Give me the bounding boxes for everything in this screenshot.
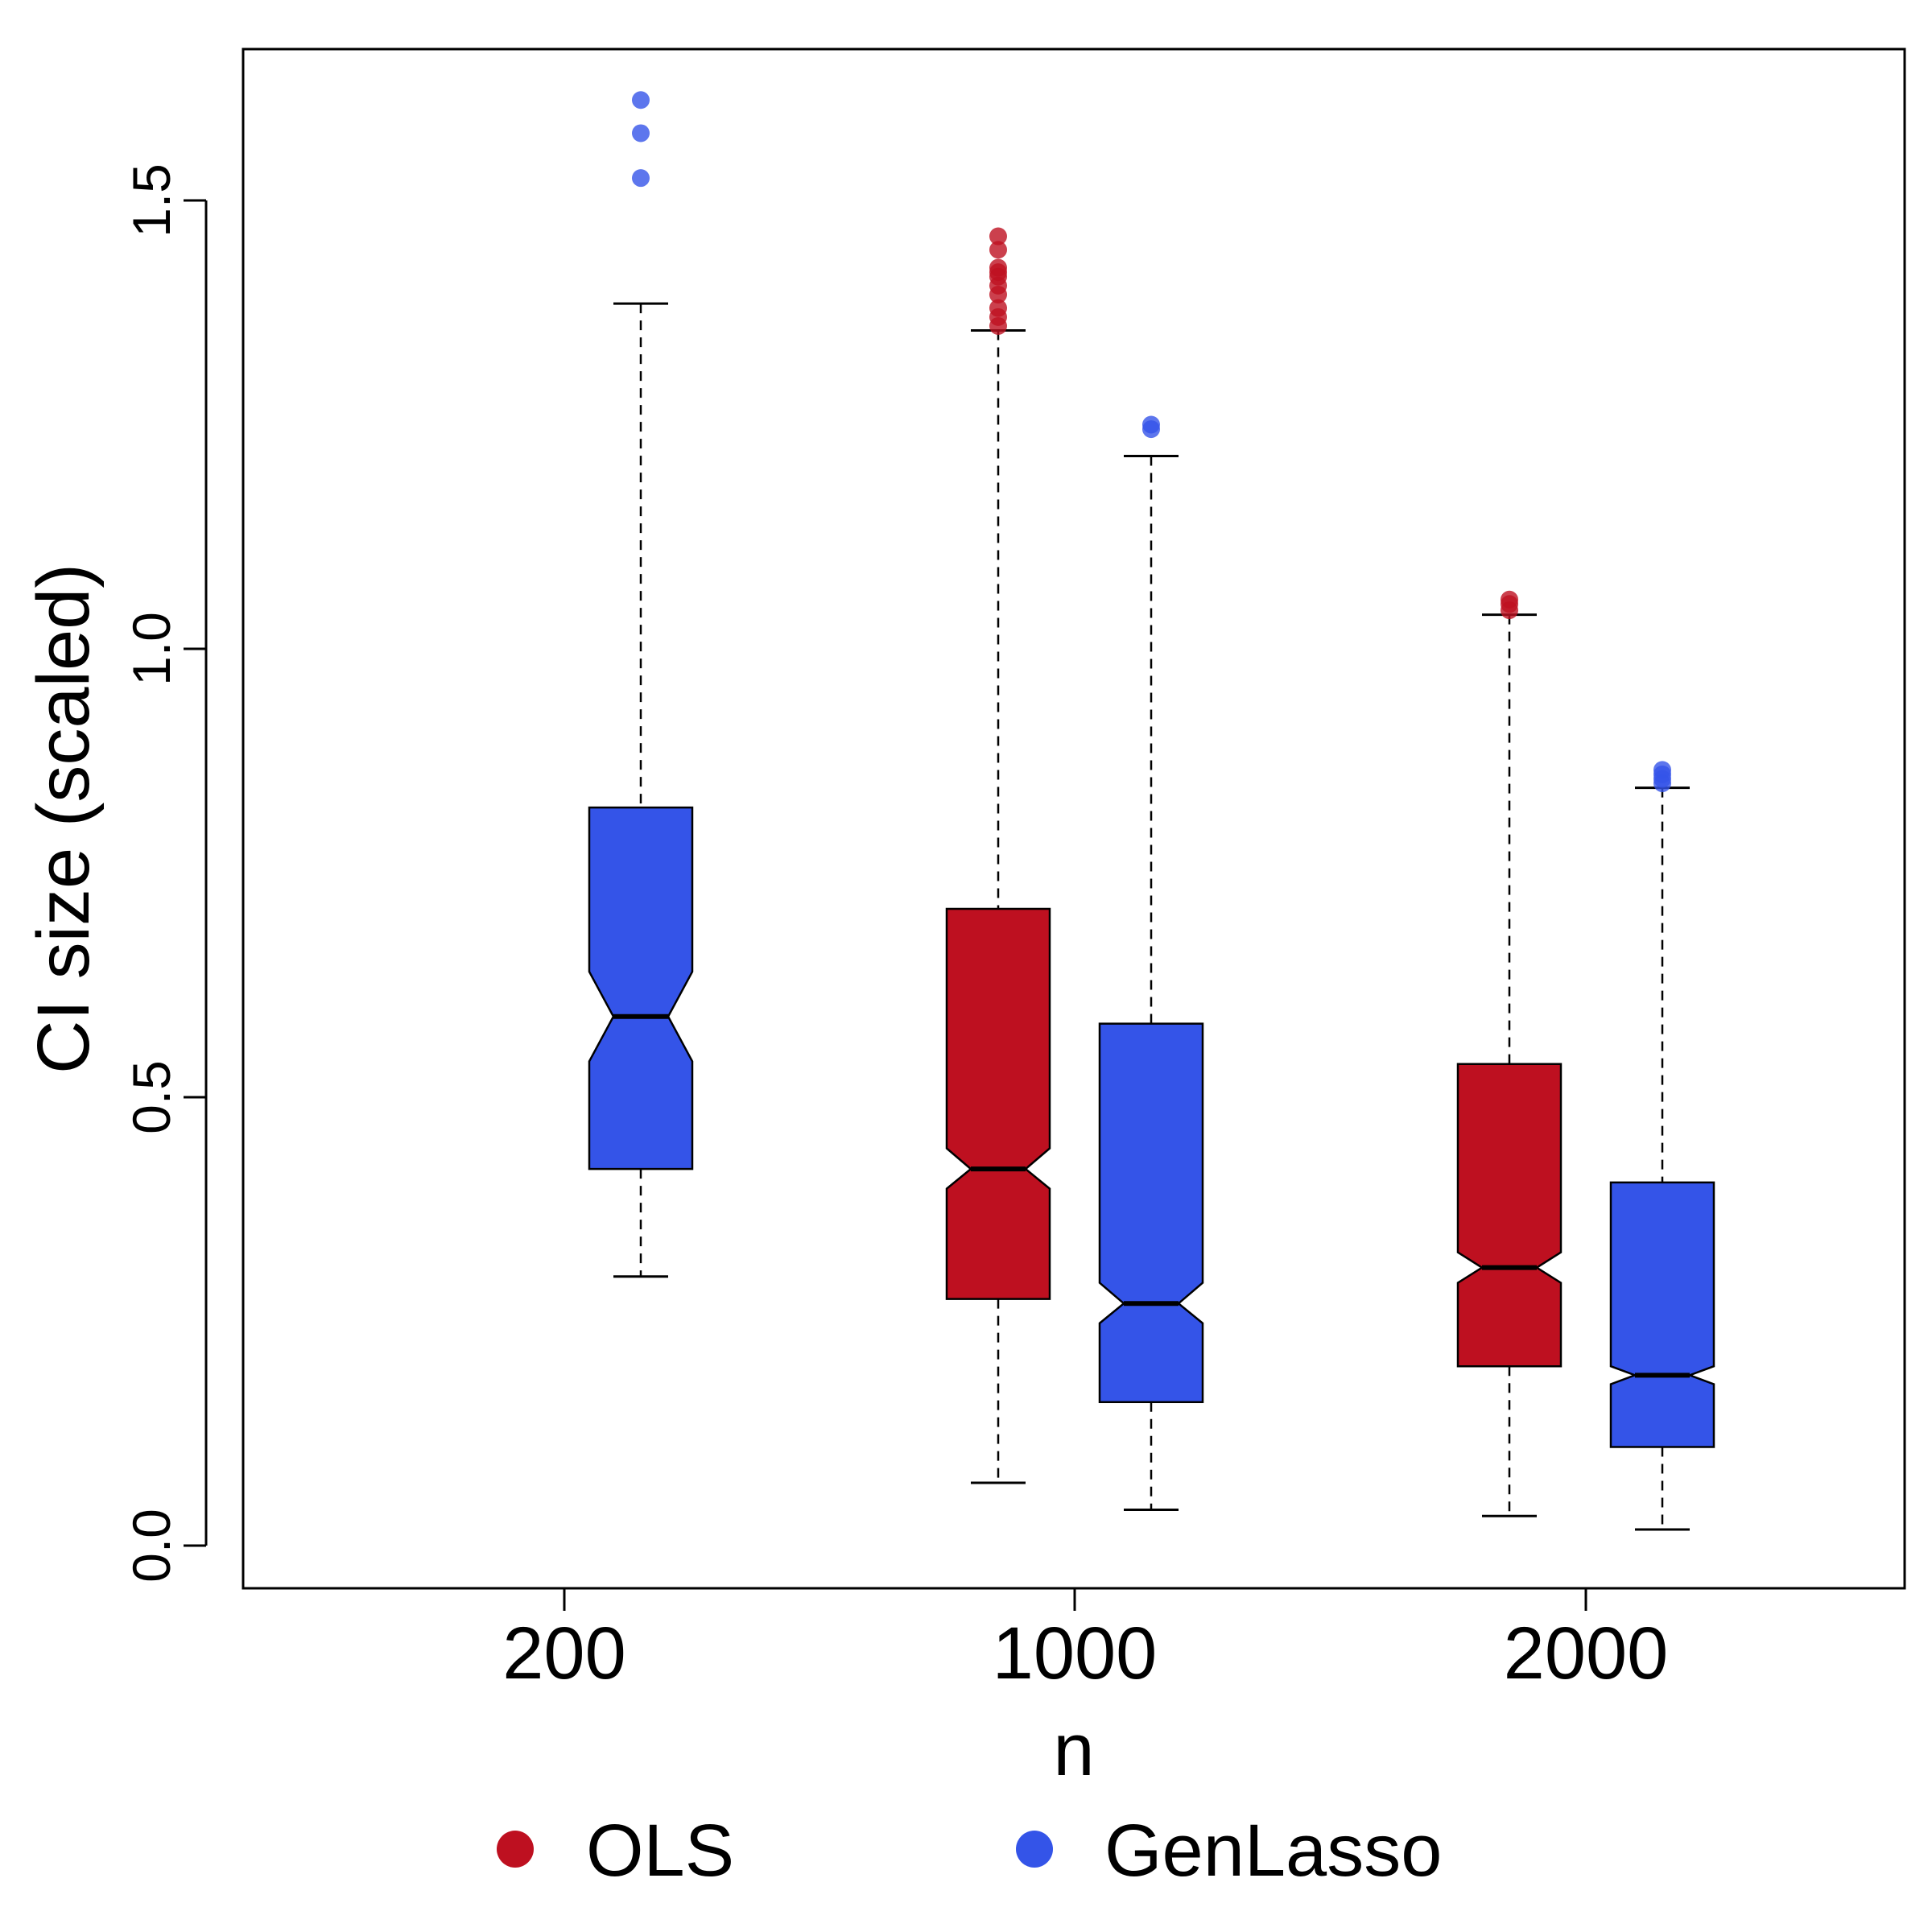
legend-marker-genlasso — [1016, 1831, 1053, 1868]
y-tick-label: 0.0 — [122, 1509, 181, 1583]
box-ols-1000 — [945, 227, 1051, 1484]
outlier-point — [1501, 590, 1518, 609]
outlier-point — [989, 258, 1007, 277]
outlier-point — [632, 91, 650, 109]
legend-label-genlasso: GenLasso — [1104, 1810, 1442, 1892]
y-axis-label: CI size (scaled) — [23, 564, 105, 1074]
box-body — [945, 907, 1051, 1300]
x-axis: 200 1000 2000 — [502, 1587, 1669, 1695]
box-genlasso-1000 — [1098, 415, 1204, 1511]
outlier-point — [989, 299, 1007, 317]
y-tick-label: 1.5 — [122, 163, 181, 237]
legend-marker-ols — [497, 1831, 534, 1868]
y-axis: 0.0 0.5 1.0 1.5 — [122, 163, 208, 1583]
box-series — [588, 91, 1715, 1531]
outlier-point — [632, 169, 650, 188]
box-genlasso-2000 — [1609, 761, 1715, 1531]
outlier-point — [989, 241, 1007, 259]
box-ols-2000 — [1456, 590, 1563, 1517]
x-axis-label: n — [1053, 1709, 1094, 1791]
outlier-point — [989, 227, 1007, 246]
box-body — [1609, 1181, 1715, 1448]
box-body — [588, 806, 694, 1170]
box-body — [1098, 1022, 1204, 1404]
outlier-point — [632, 124, 650, 142]
box-body — [1456, 1063, 1563, 1368]
legend-label-ols: OLS — [586, 1810, 734, 1892]
x-tick-label: 1000 — [993, 1612, 1158, 1695]
legend: OLS GenLasso — [497, 1810, 1442, 1892]
box-genlasso-200 — [588, 91, 694, 1278]
x-tick-label: 2000 — [1504, 1612, 1669, 1695]
y-tick-label: 1.0 — [122, 612, 181, 686]
outlier-point — [1142, 415, 1160, 434]
x-tick-label: 200 — [502, 1612, 626, 1695]
outlier-point — [1653, 761, 1671, 779]
y-tick-label: 0.5 — [122, 1060, 181, 1134]
